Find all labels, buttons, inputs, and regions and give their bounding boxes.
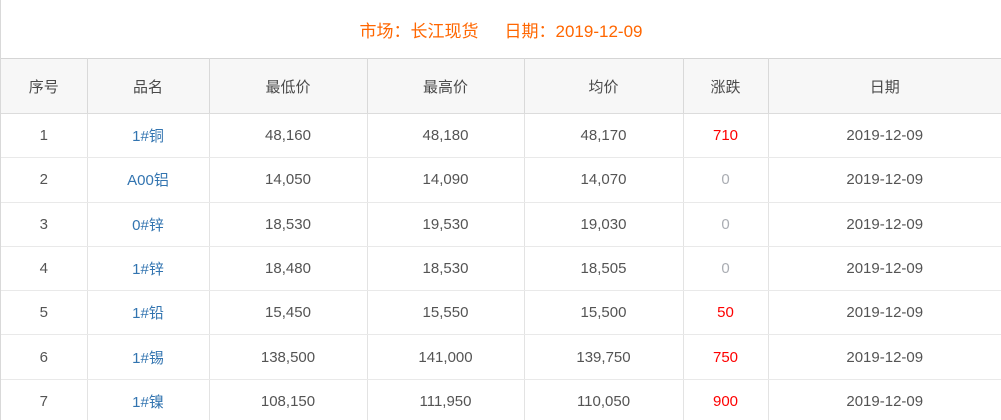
col-header-average-price: 均价 <box>523 58 683 114</box>
col-header-product: 品名 <box>86 58 209 114</box>
cell-name: 1#镍 <box>86 379 209 420</box>
product-link[interactable]: 0#锌 <box>132 216 164 234</box>
cell-avg: 19,030 <box>523 202 683 247</box>
cell-date: 2019-12-09 <box>767 157 1001 203</box>
cell-low: 108,150 <box>208 379 367 420</box>
cell-low: 138,500 <box>208 334 367 380</box>
cell-low: 18,480 <box>208 246 367 292</box>
cell-low: 14,050 <box>208 157 367 203</box>
cell-no: 6 <box>1 334 87 380</box>
table-row: 1 1#铜 48,160 48,180 48,170 710 2019-12-09 <box>1 113 1001 159</box>
cell-name: A00铝 <box>86 157 209 203</box>
col-header-highest-price: 最高价 <box>366 58 524 114</box>
cell-name: 1#锡 <box>86 334 209 380</box>
price-table-body: 1 1#铜 48,160 48,180 48,170 710 2019-12-09 2 A00铝… <box>1 113 1001 420</box>
cell-avg: 110,050 <box>523 379 683 420</box>
table-row: 5 1#铅 15,450 15,550 15,500 50 2019-12-09 <box>1 290 1001 336</box>
table-row: 4 1#锌 18,480 18,530 18,505 0 2019-12-09 <box>1 246 1001 292</box>
cell-no: 4 <box>1 246 87 292</box>
cell-no: 1 <box>1 113 87 159</box>
cell-high: 15,550 <box>366 290 524 336</box>
cell-date: 2019-12-09 <box>767 202 1001 247</box>
cell-high: 48,180 <box>366 113 524 159</box>
cell-change: 0 <box>682 246 768 292</box>
col-header-serial: 序号 <box>1 58 87 114</box>
cell-low: 15,450 <box>208 290 367 336</box>
page-title: 市场：长江现货 日期：2019-12-09 <box>1 0 1001 58</box>
cell-name: 1#铜 <box>86 113 209 159</box>
cell-change: 50 <box>682 290 768 336</box>
cell-no: 7 <box>1 379 87 420</box>
cell-high: 111,950 <box>366 379 524 420</box>
cell-avg: 139,750 <box>523 334 683 380</box>
cell-avg: 14,070 <box>523 157 683 203</box>
table-row: 2 A00铝 14,050 14,090 14,070 0 2019-12-09 <box>1 157 1001 203</box>
cell-date: 2019-12-09 <box>767 246 1001 292</box>
price-table: 序号 品名 最低价 最高价 均价 涨跌 日期 1 1#铜 48,160 48,180 4… <box>1 58 1001 420</box>
cell-date: 2019-12-09 <box>767 334 1001 380</box>
col-header-date: 日期 <box>767 58 1001 114</box>
product-link[interactable]: 1#锡 <box>132 349 164 367</box>
col-header-lowest-price: 最低价 <box>208 58 367 114</box>
cell-high: 19,530 <box>366 202 524 247</box>
cell-high: 14,090 <box>366 157 524 203</box>
cell-change: 0 <box>682 202 768 247</box>
cell-high: 141,000 <box>366 334 524 380</box>
title-date-label: 日期：2019-12-09 <box>504 21 643 41</box>
cell-no: 2 <box>1 157 87 203</box>
cell-date: 2019-12-09 <box>767 379 1001 420</box>
cell-change: 710 <box>682 113 768 159</box>
cell-avg: 15,500 <box>523 290 683 336</box>
cell-high: 18,530 <box>366 246 524 292</box>
cell-change: 0 <box>682 157 768 203</box>
table-row: 7 1#镍 108,150 111,950 110,050 900 2019-12-09 <box>1 379 1001 420</box>
product-link[interactable]: A00铝 <box>127 172 169 190</box>
cell-avg: 18,505 <box>523 246 683 292</box>
cell-no: 5 <box>1 290 87 336</box>
product-link[interactable]: 1#锌 <box>132 261 164 279</box>
cell-avg: 48,170 <box>523 113 683 159</box>
cell-name: 1#锌 <box>86 246 209 292</box>
cell-name: 0#锌 <box>86 202 209 247</box>
product-link[interactable]: 1#铅 <box>132 305 164 323</box>
cell-change: 750 <box>682 334 768 380</box>
cell-low: 48,160 <box>208 113 367 159</box>
cell-date: 2019-12-09 <box>767 113 1001 159</box>
product-link[interactable]: 1#镍 <box>132 393 164 411</box>
cell-low: 18,530 <box>208 202 367 247</box>
table-row: 6 1#锡 138,500 141,000 139,750 750 2019-12-09 <box>1 334 1001 380</box>
table-row: 3 0#锌 18,530 19,530 19,030 0 2019-12-09 <box>1 202 1001 247</box>
cell-change: 900 <box>682 379 768 420</box>
cell-date: 2019-12-09 <box>767 290 1001 336</box>
cell-no: 3 <box>1 202 87 247</box>
product-link[interactable]: 1#铜 <box>132 128 164 146</box>
market-label: 市场：长江现货 <box>359 21 479 41</box>
header-row: 序号 品名 最低价 最高价 均价 涨跌 日期 <box>1 58 1001 114</box>
cell-name: 1#铅 <box>86 290 209 336</box>
col-header-change: 涨跌 <box>682 58 768 114</box>
